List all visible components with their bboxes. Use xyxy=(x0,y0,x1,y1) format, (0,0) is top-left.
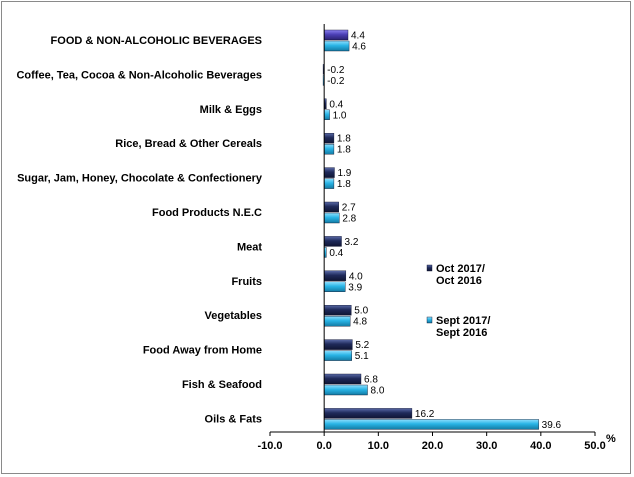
legend-swatch xyxy=(426,264,433,272)
data-label: 6.8 xyxy=(364,375,378,386)
bar xyxy=(323,316,351,327)
category-label: Rice, Bread & Other Cereals xyxy=(115,138,262,150)
x-unit-label: % xyxy=(606,433,616,445)
x-tick-label: 10.0 xyxy=(368,440,389,452)
bar xyxy=(323,281,346,292)
bar xyxy=(323,350,352,361)
category-label: Oils & Fats xyxy=(205,413,262,425)
data-label: 5.1 xyxy=(355,351,369,362)
category-label: Milk & Eggs xyxy=(200,104,262,116)
bar xyxy=(323,384,368,396)
data-label: 39.6 xyxy=(542,420,562,431)
data-label: 3.9 xyxy=(348,282,362,293)
bar xyxy=(323,132,335,144)
legend-label: Sept 2017/ xyxy=(436,315,490,327)
x-axis: -10.0 0.0 10.0 20.0 30.0 40.0 50.0% xyxy=(257,24,616,452)
category-label: Sugar, Jam, Honey, Chocolate & Confectio… xyxy=(17,173,263,185)
bar xyxy=(323,109,330,121)
x-tick-label: 30.0 xyxy=(476,440,497,452)
bar xyxy=(323,40,350,52)
bar xyxy=(323,201,339,213)
bar xyxy=(323,339,353,350)
data-label: 1.9 xyxy=(337,168,351,179)
data-label: 1.8 xyxy=(337,134,351,145)
legend-label: Oct 2016 xyxy=(436,275,482,287)
category-label: Food Products N.E.C xyxy=(152,207,262,219)
bar xyxy=(323,305,352,316)
bar xyxy=(323,178,335,189)
bar xyxy=(323,270,347,281)
category-label: Meat xyxy=(237,241,262,253)
bars xyxy=(322,29,539,430)
category-label: Fish & Seafood xyxy=(182,379,262,391)
bar xyxy=(323,212,340,224)
legend-label: Oct 2017/ xyxy=(436,263,485,275)
category-label: Fruits xyxy=(231,276,262,288)
bar xyxy=(323,408,413,419)
x-tick-label: -10.0 xyxy=(257,440,282,452)
data-label: 1.8 xyxy=(337,145,351,156)
bar xyxy=(323,29,349,41)
x-tick-label: 40.0 xyxy=(530,440,551,452)
data-label: 5.2 xyxy=(355,340,369,351)
data-label: 2.7 xyxy=(342,203,356,214)
category-label: Food Away from Home xyxy=(143,345,262,357)
data-label: 5.0 xyxy=(354,306,368,317)
bar xyxy=(323,373,362,385)
bar xyxy=(323,236,342,247)
data-label: -0.2 xyxy=(327,76,345,87)
x-tick-label: 50.0 xyxy=(584,440,605,452)
bar xyxy=(323,143,335,155)
data-label: 4.4 xyxy=(351,31,365,42)
bar xyxy=(323,419,539,430)
data-label: -0.2 xyxy=(327,65,345,76)
data-label: 0.4 xyxy=(329,248,343,259)
x-tick-label: 0.0 xyxy=(317,440,332,452)
x-tick-label: 20.0 xyxy=(422,440,443,452)
data-label: 4.0 xyxy=(349,271,363,282)
value-labels: 4.44.6-0.2-0.20.41.01.81.81.91.82.72.83.… xyxy=(327,31,561,431)
data-label: 1.8 xyxy=(337,179,351,190)
category-label: Coffee, Tea, Cocoa & Non-Alcoholic Bever… xyxy=(16,69,262,81)
legend-swatch xyxy=(426,316,433,324)
data-label: 1.0 xyxy=(333,110,347,121)
data-label: 3.2 xyxy=(345,237,359,248)
data-label: 16.2 xyxy=(415,409,435,420)
legend-label: Sept 2016 xyxy=(436,327,487,339)
data-label: 8.0 xyxy=(371,386,385,397)
category-label: Vegetables xyxy=(205,310,262,322)
legend: Oct 2017/Oct 2016 Sept 2017/Sept 2016 xyxy=(426,263,490,339)
category-labels: FOOD & NON-ALCOHOLIC BEVERAGES Coffee, Te… xyxy=(16,35,262,425)
data-label: 0.4 xyxy=(329,99,343,110)
category-label: FOOD & NON-ALCOHOLIC BEVERAGES xyxy=(51,35,262,47)
data-label: 4.8 xyxy=(353,317,367,328)
data-label: 2.8 xyxy=(342,214,356,225)
data-label: 4.6 xyxy=(352,42,366,53)
bar xyxy=(323,167,335,178)
